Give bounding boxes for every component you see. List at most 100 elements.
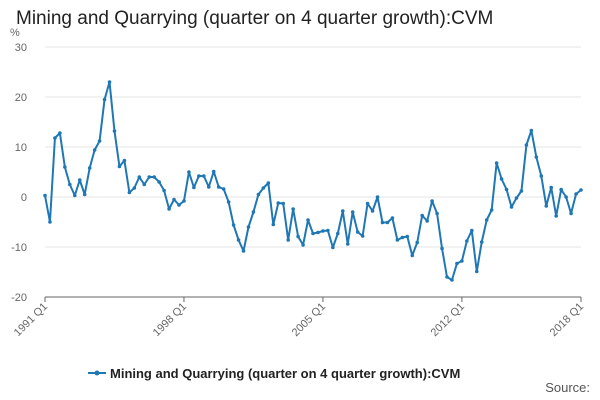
data-point: [202, 174, 206, 178]
data-point: [142, 182, 147, 187]
data-point: [157, 180, 161, 184]
data-point: [117, 164, 122, 169]
data-point: [43, 193, 47, 198]
data-point: [365, 201, 370, 206]
legend-label: Mining and Quarrying (quarter on 4 quart…: [110, 366, 460, 381]
data-point: [564, 195, 568, 199]
data-point: [494, 161, 499, 165]
data-point: [122, 158, 127, 163]
data-point: [509, 205, 514, 209]
data-point: [177, 203, 181, 207]
x-tick-label: 2018 Q1: [548, 301, 586, 339]
y-tick-label: -20: [11, 292, 27, 304]
series-group: [43, 80, 583, 282]
data-point: [112, 129, 117, 133]
x-tick-label: 2005 Q1: [290, 301, 328, 339]
series-line: [44, 81, 582, 281]
data-point: [221, 187, 226, 191]
chart-title: Mining and Quarrying (quarter on 4 quart…: [16, 8, 494, 29]
data-point: [524, 143, 529, 147]
data-point: [484, 218, 489, 222]
data-point: [311, 231, 315, 236]
x-axis-ticks: 1991 Q1 1998 Q1 2005 Q1 2012 Q1 2018 Q1: [12, 297, 586, 339]
data-point: [127, 190, 132, 195]
data-point: [460, 259, 464, 263]
data-point: [82, 192, 87, 197]
data-point: [529, 128, 534, 133]
data-point: [479, 240, 484, 244]
data-point: [499, 177, 504, 181]
data-point: [231, 223, 236, 227]
data-point: [430, 199, 434, 203]
data-point: [340, 209, 345, 213]
y-tick-label: -10: [11, 242, 27, 254]
data-point: [534, 155, 539, 159]
grid-lines: [45, 46, 581, 248]
data-point: [77, 178, 82, 182]
data-point: [172, 197, 176, 202]
data-point: [87, 166, 92, 170]
data-point: [197, 174, 201, 178]
data-point: [147, 175, 152, 179]
data-point: [261, 186, 266, 190]
data-point: [355, 230, 360, 234]
data-point: [440, 246, 444, 251]
data-point: [162, 188, 166, 193]
data-point: [236, 238, 241, 242]
data-point: [92, 148, 97, 152]
data-point: [291, 207, 295, 211]
data-point: [420, 213, 424, 218]
data-point: [68, 182, 72, 187]
data-point: [211, 169, 216, 174]
data-point: [281, 201, 286, 206]
data-point: [72, 193, 77, 198]
data-point: [326, 228, 330, 233]
data-point: [385, 220, 390, 225]
data-point: [48, 220, 52, 224]
data-point: [97, 139, 102, 143]
data-point: [470, 228, 474, 233]
data-point: [63, 165, 67, 169]
data-point: [435, 211, 439, 216]
data-point: [266, 181, 271, 185]
y-tick-label: 30: [15, 42, 27, 54]
x-tick-label: 1998 Q1: [151, 301, 189, 339]
data-point: [445, 275, 449, 279]
data-point: [504, 187, 509, 192]
data-point: [316, 230, 320, 235]
y-axis-label: %: [10, 27, 20, 39]
data-point: [256, 192, 261, 197]
data-point: [192, 185, 196, 190]
y-tick-label: 0: [21, 192, 27, 204]
data-point: [465, 239, 469, 243]
data-point: [246, 225, 251, 229]
data-point: [226, 200, 231, 204]
data-point: [370, 209, 375, 213]
data-point: [455, 261, 459, 266]
data-point: [390, 216, 395, 220]
y-tick-label: 10: [15, 142, 27, 154]
y-tick-label: 20: [15, 92, 27, 104]
data-point: [539, 174, 544, 178]
data-point: [425, 219, 429, 223]
data-point: [132, 186, 137, 190]
legend-dot-marker: [94, 370, 100, 376]
data-point: [489, 208, 494, 212]
data-point: [569, 211, 573, 216]
data-point: [271, 222, 276, 227]
data-point: [107, 80, 112, 84]
source-label: Source:: [545, 380, 590, 395]
data-point: [574, 192, 578, 196]
data-point: [58, 131, 62, 135]
data-point: [474, 269, 479, 274]
data-point: [410, 253, 415, 258]
data-point: [519, 189, 524, 193]
data-point: [187, 170, 191, 174]
data-point: [559, 187, 563, 192]
data-point: [360, 234, 365, 238]
data-point: [321, 229, 325, 233]
data-point: [53, 136, 57, 140]
data-point: [450, 278, 454, 282]
data-point: [301, 243, 305, 247]
data-point: [296, 234, 300, 239]
